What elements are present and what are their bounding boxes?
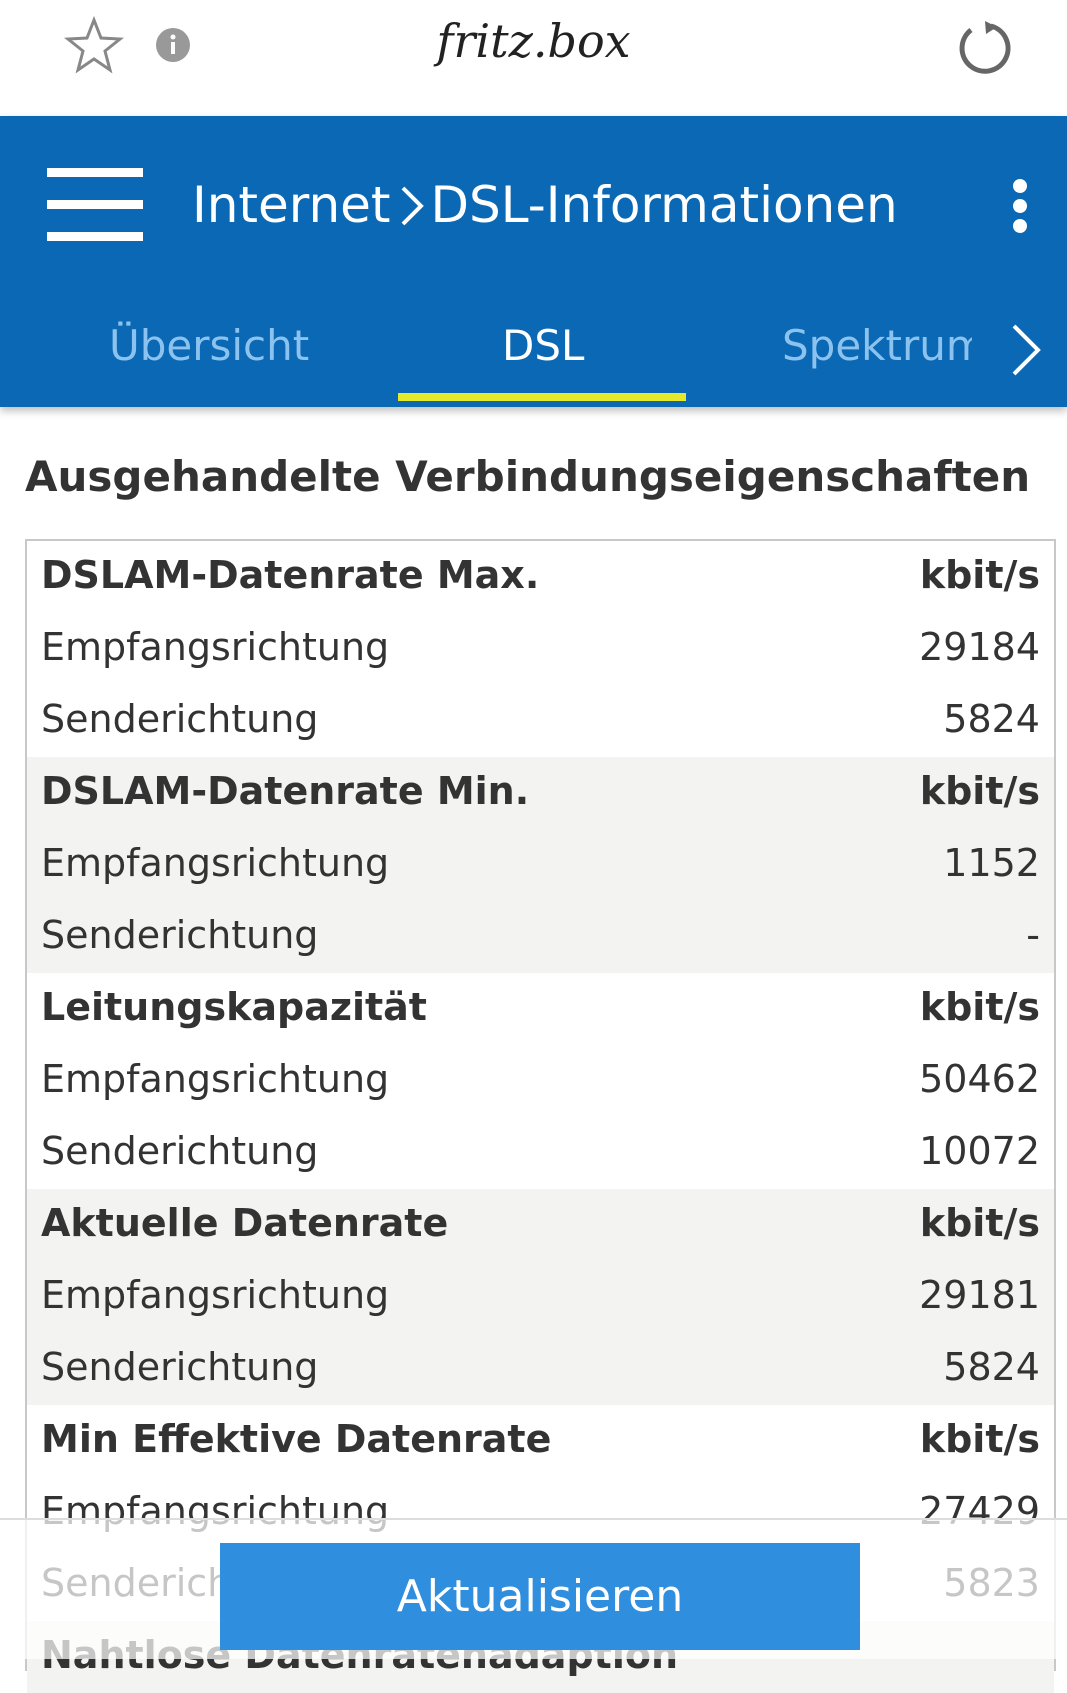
row-value: -: [1026, 913, 1040, 957]
reload-icon[interactable]: [955, 18, 1013, 76]
group-title: DSLAM-Datenrate Min.: [41, 769, 530, 813]
table-row: Senderichtung -: [27, 901, 1054, 973]
breadcrumb: Internet DSL-Informationen: [192, 176, 898, 234]
app-header: Internet DSL-Informationen Übersicht DSL Sp…: [0, 116, 1067, 407]
info-icon[interactable]: [155, 27, 191, 63]
breadcrumb-separator: [401, 186, 424, 226]
row-value: 50462: [919, 1057, 1040, 1101]
table-row: Empfangsrichtung 29184: [27, 613, 1054, 685]
group-header: Leitungskapazität kbit/s: [27, 973, 1054, 1045]
group-header: Min Effektive Datenrate kbit/s: [27, 1405, 1054, 1477]
row-label: Empfangsrichtung: [41, 625, 390, 669]
group-unit: kbit/s: [919, 553, 1040, 597]
table-row: Empfangsrichtung 1152: [27, 829, 1054, 901]
row-label: Senderichtung: [41, 1345, 319, 1389]
tab-indicator: [398, 393, 686, 401]
row-value: 10072: [919, 1129, 1040, 1173]
group-title: Aktuelle Datenrate: [41, 1201, 449, 1245]
row-value: 29184: [919, 625, 1040, 669]
group-header: Aktuelle Datenrate kbit/s: [27, 1189, 1054, 1261]
row-label: Senderichtung: [41, 1129, 319, 1173]
group-unit: kbit/s: [919, 1201, 1040, 1245]
group-title: Min Effektive Datenrate: [41, 1417, 552, 1461]
browser-bar: fritz.box: [0, 0, 1067, 116]
row-label: Empfangsrichtung: [41, 1057, 390, 1101]
group-header: DSLAM-Datenrate Min. kbit/s: [27, 757, 1054, 829]
section-title: Ausgehandelte Verbindungseigenschaften: [25, 452, 1031, 501]
group-title: DSLAM-Datenrate Max.: [41, 553, 540, 597]
row-label: Empfangsrichtung: [41, 841, 390, 885]
menu-icon[interactable]: [47, 168, 145, 242]
row-value: 5824: [943, 697, 1040, 741]
row-label: Empfangsrichtung: [41, 1273, 390, 1317]
tab-scroll-arrow[interactable]: [1008, 322, 1044, 378]
more-icon[interactable]: [1008, 178, 1032, 234]
refresh-button[interactable]: Aktualisieren: [220, 1543, 860, 1650]
table-row: Empfangsrichtung 50462: [27, 1045, 1054, 1117]
row-label: Senderichtung: [41, 697, 319, 741]
table-row: Senderichtung 5824: [27, 685, 1054, 757]
table-row: Empfangsrichtung 29181: [27, 1261, 1054, 1333]
group-header: DSLAM-Datenrate Max. kbit/s: [27, 541, 1054, 613]
breadcrumb-item[interactable]: Internet: [192, 176, 391, 234]
group-unit: kbit/s: [919, 769, 1040, 813]
row-value: 5824: [943, 1345, 1040, 1389]
table-row: Senderichtung 5824: [27, 1333, 1054, 1405]
group-unit: kbit/s: [919, 1417, 1040, 1461]
group-unit: kbit/s: [919, 985, 1040, 1029]
table-row: Senderichtung 10072: [27, 1117, 1054, 1189]
tab[interactable]: Spektrum: [782, 321, 972, 370]
group-title: Leitungskapazität: [41, 985, 427, 1029]
info-table: DSLAM-Datenrate Max. kbit/s Empfangsrichtu…: [25, 539, 1056, 1693]
tab[interactable]: Übersicht: [109, 321, 310, 370]
tab[interactable]: DSL: [502, 321, 585, 370]
row-label: Senderichtung: [41, 913, 319, 957]
row-value: 1152: [943, 841, 1040, 885]
bookmark-icon[interactable]: [64, 16, 124, 76]
url[interactable]: fritz.box: [436, 14, 631, 68]
breadcrumb-item: DSL-Informationen: [430, 176, 898, 234]
row-value: 29181: [919, 1273, 1040, 1317]
